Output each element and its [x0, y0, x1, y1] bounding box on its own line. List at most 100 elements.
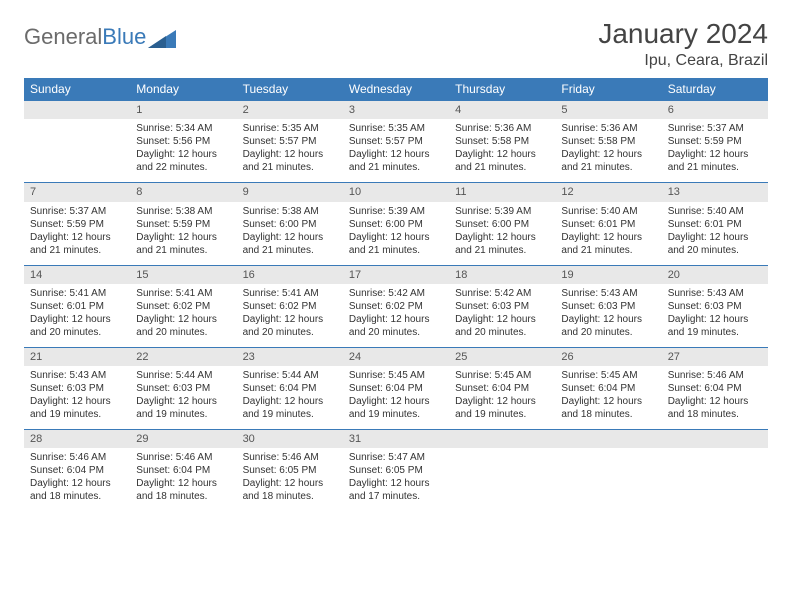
day-sr: Sunrise: 5:35 AM — [349, 122, 443, 135]
day-d1: Daylight: 12 hours — [455, 395, 549, 408]
day-body: Sunrise: 5:39 AMSunset: 6:00 PMDaylight:… — [343, 202, 449, 265]
day-ss: Sunset: 5:56 PM — [136, 135, 230, 148]
calendar-cell: 31Sunrise: 5:47 AMSunset: 6:05 PMDayligh… — [343, 430, 449, 512]
day-sr: Sunrise: 5:43 AM — [561, 287, 655, 300]
day-body: Sunrise: 5:44 AMSunset: 6:04 PMDaylight:… — [237, 366, 343, 429]
calendar-week: 7Sunrise: 5:37 AMSunset: 5:59 PMDaylight… — [24, 183, 768, 265]
day-d1: Daylight: 12 hours — [455, 231, 549, 244]
calendar-cell: 3Sunrise: 5:35 AMSunset: 5:57 PMDaylight… — [343, 101, 449, 183]
day-body: Sunrise: 5:37 AMSunset: 5:59 PMDaylight:… — [24, 202, 130, 265]
day-ss: Sunset: 5:59 PM — [30, 218, 124, 231]
day-d1: Daylight: 12 hours — [561, 148, 655, 161]
title-block: January 2024 Ipu, Ceara, Brazil — [598, 18, 768, 70]
day-d2: and 21 minutes. — [30, 244, 124, 257]
day-sr: Sunrise: 5:38 AM — [136, 205, 230, 218]
day-d1: Daylight: 12 hours — [668, 148, 762, 161]
calendar-cell — [555, 430, 661, 512]
calendar-cell: 19Sunrise: 5:43 AMSunset: 6:03 PMDayligh… — [555, 265, 661, 347]
day-d2: and 18 minutes. — [136, 490, 230, 503]
day-d2: and 21 minutes. — [455, 244, 549, 257]
calendar-cell: 8Sunrise: 5:38 AMSunset: 5:59 PMDaylight… — [130, 183, 236, 265]
logo-part2: Blue — [102, 24, 146, 49]
day-d1: Daylight: 12 hours — [136, 148, 230, 161]
day-ss: Sunset: 6:05 PM — [243, 464, 337, 477]
day-ss: Sunset: 6:04 PM — [668, 382, 762, 395]
day-d1: Daylight: 12 hours — [243, 477, 337, 490]
day-number: 12 — [555, 183, 661, 201]
calendar-cell — [24, 101, 130, 183]
day-number: 11 — [449, 183, 555, 201]
day-d1: Daylight: 12 hours — [30, 231, 124, 244]
day-sr: Sunrise: 5:38 AM — [243, 205, 337, 218]
calendar-cell: 9Sunrise: 5:38 AMSunset: 6:00 PMDaylight… — [237, 183, 343, 265]
day-sr: Sunrise: 5:37 AM — [668, 122, 762, 135]
day-body: Sunrise: 5:43 AMSunset: 6:03 PMDaylight:… — [555, 284, 661, 347]
header: GeneralBlue January 2024 Ipu, Ceara, Bra… — [24, 18, 768, 70]
day-header: Friday — [555, 78, 661, 101]
day-ss: Sunset: 6:04 PM — [30, 464, 124, 477]
day-sr: Sunrise: 5:41 AM — [30, 287, 124, 300]
day-sr: Sunrise: 5:45 AM — [561, 369, 655, 382]
calendar-week: 28Sunrise: 5:46 AMSunset: 6:04 PMDayligh… — [24, 430, 768, 512]
day-number: 17 — [343, 266, 449, 284]
day-number: 4 — [449, 101, 555, 119]
day-body: Sunrise: 5:38 AMSunset: 5:59 PMDaylight:… — [130, 202, 236, 265]
day-ss: Sunset: 6:00 PM — [349, 218, 443, 231]
day-number: 18 — [449, 266, 555, 284]
day-d1: Daylight: 12 hours — [349, 313, 443, 326]
day-body: Sunrise: 5:45 AMSunset: 6:04 PMDaylight:… — [343, 366, 449, 429]
calendar-cell: 1Sunrise: 5:34 AMSunset: 5:56 PMDaylight… — [130, 101, 236, 183]
calendar-cell: 30Sunrise: 5:46 AMSunset: 6:05 PMDayligh… — [237, 430, 343, 512]
day-sr: Sunrise: 5:46 AM — [136, 451, 230, 464]
day-number: 27 — [662, 348, 768, 366]
calendar-head: SundayMondayTuesdayWednesdayThursdayFrid… — [24, 78, 768, 101]
day-header: Thursday — [449, 78, 555, 101]
calendar-cell: 6Sunrise: 5:37 AMSunset: 5:59 PMDaylight… — [662, 101, 768, 183]
day-d2: and 22 minutes. — [136, 161, 230, 174]
calendar-cell: 11Sunrise: 5:39 AMSunset: 6:00 PMDayligh… — [449, 183, 555, 265]
day-ss: Sunset: 5:57 PM — [349, 135, 443, 148]
day-ss: Sunset: 6:00 PM — [243, 218, 337, 231]
calendar-table: SundayMondayTuesdayWednesdayThursdayFrid… — [24, 78, 768, 511]
day-body: Sunrise: 5:42 AMSunset: 6:03 PMDaylight:… — [449, 284, 555, 347]
calendar-cell: 17Sunrise: 5:42 AMSunset: 6:02 PMDayligh… — [343, 265, 449, 347]
day-number — [662, 430, 768, 448]
day-d2: and 21 minutes. — [349, 161, 443, 174]
day-body — [24, 119, 130, 169]
day-d1: Daylight: 12 hours — [30, 395, 124, 408]
day-number — [24, 101, 130, 119]
day-body — [555, 448, 661, 498]
day-ss: Sunset: 6:04 PM — [136, 464, 230, 477]
day-ss: Sunset: 6:03 PM — [30, 382, 124, 395]
day-d1: Daylight: 12 hours — [668, 231, 762, 244]
day-sr: Sunrise: 5:46 AM — [668, 369, 762, 382]
day-number: 9 — [237, 183, 343, 201]
day-body: Sunrise: 5:38 AMSunset: 6:00 PMDaylight:… — [237, 202, 343, 265]
day-number: 1 — [130, 101, 236, 119]
day-d1: Daylight: 12 hours — [136, 395, 230, 408]
day-ss: Sunset: 5:57 PM — [243, 135, 337, 148]
day-d1: Daylight: 12 hours — [30, 313, 124, 326]
calendar-cell: 18Sunrise: 5:42 AMSunset: 6:03 PMDayligh… — [449, 265, 555, 347]
day-d2: and 21 minutes. — [349, 244, 443, 257]
day-number: 20 — [662, 266, 768, 284]
day-d1: Daylight: 12 hours — [136, 477, 230, 490]
day-header: Saturday — [662, 78, 768, 101]
day-ss: Sunset: 6:05 PM — [349, 464, 443, 477]
logo-part1: General — [24, 24, 102, 49]
day-sr: Sunrise: 5:42 AM — [455, 287, 549, 300]
day-body: Sunrise: 5:41 AMSunset: 6:01 PMDaylight:… — [24, 284, 130, 347]
day-body: Sunrise: 5:43 AMSunset: 6:03 PMDaylight:… — [662, 284, 768, 347]
day-number: 25 — [449, 348, 555, 366]
day-d2: and 19 minutes. — [455, 408, 549, 421]
calendar-cell: 2Sunrise: 5:35 AMSunset: 5:57 PMDaylight… — [237, 101, 343, 183]
day-number: 29 — [130, 430, 236, 448]
day-d2: and 18 minutes. — [30, 490, 124, 503]
day-d1: Daylight: 12 hours — [349, 148, 443, 161]
day-ss: Sunset: 6:00 PM — [455, 218, 549, 231]
day-d1: Daylight: 12 hours — [243, 313, 337, 326]
day-d2: and 21 minutes. — [668, 161, 762, 174]
day-d1: Daylight: 12 hours — [243, 395, 337, 408]
day-sr: Sunrise: 5:45 AM — [349, 369, 443, 382]
day-d2: and 19 minutes. — [243, 408, 337, 421]
